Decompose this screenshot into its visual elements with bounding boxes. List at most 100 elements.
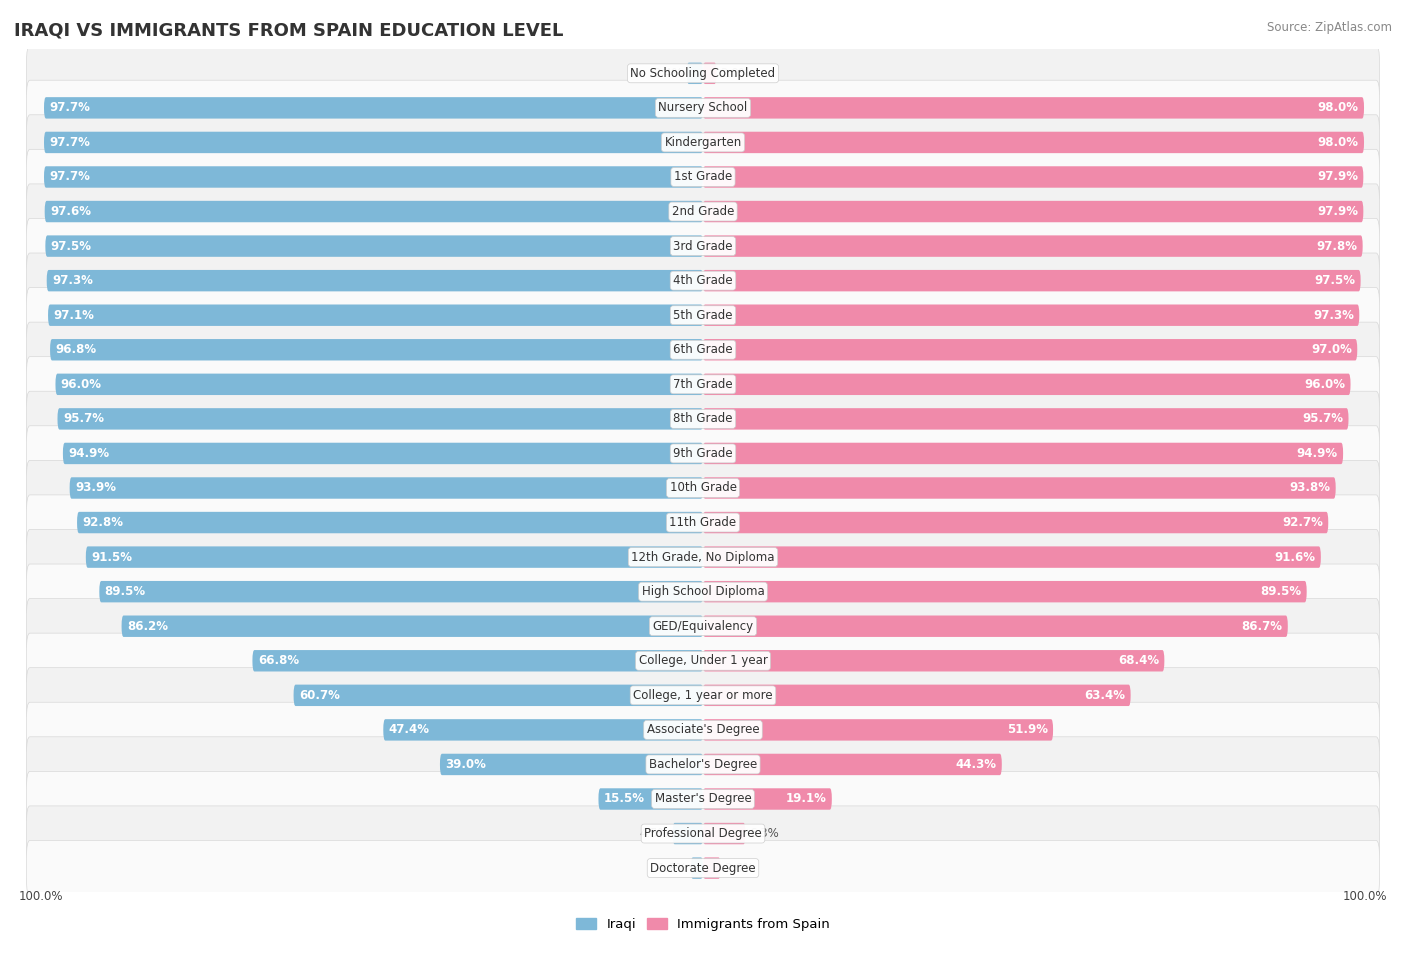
FancyBboxPatch shape (703, 478, 1336, 498)
Text: 68.4%: 68.4% (1118, 654, 1159, 667)
FancyBboxPatch shape (703, 650, 1164, 672)
Text: 39.0%: 39.0% (446, 758, 486, 771)
Text: IRAQI VS IMMIGRANTS FROM SPAIN EDUCATION LEVEL: IRAQI VS IMMIGRANTS FROM SPAIN EDUCATION… (14, 21, 564, 39)
FancyBboxPatch shape (27, 426, 1379, 481)
FancyBboxPatch shape (51, 339, 703, 361)
FancyBboxPatch shape (703, 615, 1288, 637)
FancyBboxPatch shape (27, 529, 1379, 585)
FancyBboxPatch shape (77, 512, 703, 533)
Text: College, Under 1 year: College, Under 1 year (638, 654, 768, 667)
FancyBboxPatch shape (27, 253, 1379, 308)
Text: 15.5%: 15.5% (603, 793, 645, 805)
Text: 95.7%: 95.7% (63, 412, 104, 425)
Text: 8th Grade: 8th Grade (673, 412, 733, 425)
FancyBboxPatch shape (672, 823, 703, 844)
Text: 100.0%: 100.0% (18, 889, 63, 903)
Text: Associate's Degree: Associate's Degree (647, 723, 759, 736)
Text: 11th Grade: 11th Grade (669, 516, 737, 529)
FancyBboxPatch shape (703, 823, 745, 844)
FancyBboxPatch shape (27, 391, 1379, 447)
FancyBboxPatch shape (27, 806, 1379, 861)
Text: 93.9%: 93.9% (75, 482, 117, 494)
FancyBboxPatch shape (686, 62, 703, 84)
Text: 1.8%: 1.8% (658, 862, 688, 875)
FancyBboxPatch shape (703, 684, 1130, 706)
FancyBboxPatch shape (70, 478, 703, 498)
Text: 60.7%: 60.7% (299, 688, 340, 702)
FancyBboxPatch shape (27, 184, 1379, 239)
FancyBboxPatch shape (703, 62, 717, 84)
Text: 6.3%: 6.3% (749, 827, 779, 840)
Text: 94.9%: 94.9% (69, 447, 110, 460)
Text: 86.7%: 86.7% (1241, 620, 1282, 633)
FancyBboxPatch shape (27, 322, 1379, 377)
Text: 63.4%: 63.4% (1084, 688, 1125, 702)
Text: 98.0%: 98.0% (1317, 136, 1358, 149)
Text: 98.0%: 98.0% (1317, 101, 1358, 114)
FancyBboxPatch shape (703, 132, 1364, 153)
Text: 19.1%: 19.1% (786, 793, 827, 805)
FancyBboxPatch shape (86, 546, 703, 567)
FancyBboxPatch shape (703, 788, 832, 809)
Text: 97.9%: 97.9% (1317, 205, 1358, 218)
FancyBboxPatch shape (27, 599, 1379, 654)
Text: 97.1%: 97.1% (53, 309, 94, 322)
Text: Kindergarten: Kindergarten (665, 136, 741, 149)
FancyBboxPatch shape (703, 512, 1329, 533)
FancyBboxPatch shape (294, 684, 703, 706)
FancyBboxPatch shape (703, 546, 1320, 567)
Text: 95.7%: 95.7% (1302, 412, 1343, 425)
FancyBboxPatch shape (44, 167, 703, 188)
Text: 4.5%: 4.5% (640, 827, 669, 840)
Text: 9th Grade: 9th Grade (673, 447, 733, 460)
FancyBboxPatch shape (27, 495, 1379, 550)
Text: 97.6%: 97.6% (51, 205, 91, 218)
Text: 86.2%: 86.2% (127, 620, 167, 633)
FancyBboxPatch shape (703, 167, 1364, 188)
Text: 92.7%: 92.7% (1282, 516, 1323, 529)
FancyBboxPatch shape (55, 373, 703, 395)
Text: College, 1 year or more: College, 1 year or more (633, 688, 773, 702)
Text: High School Diploma: High School Diploma (641, 585, 765, 598)
FancyBboxPatch shape (27, 288, 1379, 343)
Text: 96.8%: 96.8% (55, 343, 97, 356)
Text: 97.7%: 97.7% (49, 171, 90, 183)
FancyBboxPatch shape (27, 80, 1379, 136)
FancyBboxPatch shape (690, 857, 703, 878)
FancyBboxPatch shape (27, 771, 1379, 827)
Text: 2.4%: 2.4% (654, 67, 683, 80)
Text: Nursery School: Nursery School (658, 101, 748, 114)
FancyBboxPatch shape (440, 754, 703, 775)
FancyBboxPatch shape (703, 235, 1362, 256)
FancyBboxPatch shape (27, 357, 1379, 412)
Text: 1st Grade: 1st Grade (673, 171, 733, 183)
FancyBboxPatch shape (703, 409, 1348, 430)
Text: 94.9%: 94.9% (1296, 447, 1337, 460)
Text: 97.7%: 97.7% (49, 101, 90, 114)
Text: Bachelor's Degree: Bachelor's Degree (650, 758, 756, 771)
FancyBboxPatch shape (703, 304, 1360, 326)
FancyBboxPatch shape (63, 443, 703, 464)
FancyBboxPatch shape (703, 754, 1002, 775)
Text: 97.3%: 97.3% (52, 274, 93, 288)
Text: 7th Grade: 7th Grade (673, 378, 733, 391)
Text: 97.5%: 97.5% (1315, 274, 1355, 288)
FancyBboxPatch shape (27, 702, 1379, 758)
Text: 100.0%: 100.0% (1343, 889, 1388, 903)
FancyBboxPatch shape (703, 373, 1351, 395)
FancyBboxPatch shape (100, 581, 703, 603)
Text: 47.4%: 47.4% (388, 723, 430, 736)
Text: 97.0%: 97.0% (1310, 343, 1353, 356)
Text: 93.8%: 93.8% (1289, 482, 1330, 494)
FancyBboxPatch shape (703, 98, 1364, 119)
FancyBboxPatch shape (27, 633, 1379, 688)
FancyBboxPatch shape (48, 304, 703, 326)
Text: 89.5%: 89.5% (1260, 585, 1302, 598)
Text: 66.8%: 66.8% (257, 654, 299, 667)
Text: 51.9%: 51.9% (1007, 723, 1047, 736)
Text: 89.5%: 89.5% (104, 585, 146, 598)
FancyBboxPatch shape (253, 650, 703, 672)
Text: 12th Grade, No Diploma: 12th Grade, No Diploma (631, 551, 775, 564)
FancyBboxPatch shape (703, 339, 1357, 361)
FancyBboxPatch shape (27, 840, 1379, 896)
